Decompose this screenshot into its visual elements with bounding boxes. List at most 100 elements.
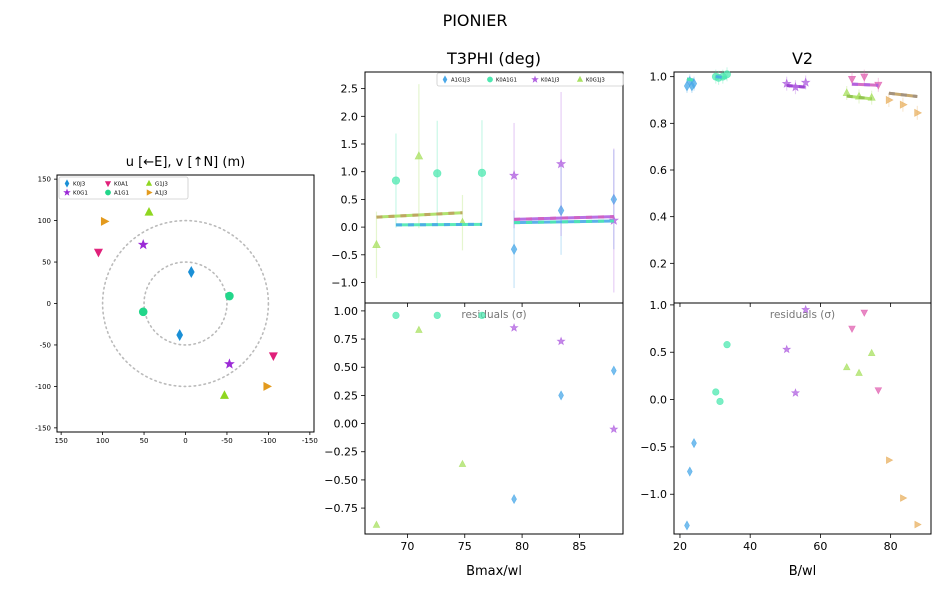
t3phi-ytick-label-5: 1.5: [341, 138, 359, 151]
v2_res-ytick-label-2: 0.0: [650, 394, 668, 407]
v2-residuals-label: residuals (σ): [770, 309, 835, 321]
t3phi-res-point-K0G1J3-2: [458, 459, 467, 467]
v2-ytick-label-2: 0.6: [650, 164, 668, 177]
t3phi-model-dash-3: [514, 215, 614, 221]
t3phi-res-point-K0G1J3-0: [372, 520, 381, 528]
t3phi-res-point-K0G1J3-1: [415, 325, 423, 333]
t3phi-model-dash-2: [514, 219, 614, 225]
figure-title: PIONIER: [443, 11, 508, 30]
v2-model-dash-2: [786, 84, 806, 89]
t3phi-point-A1G1J3-2: [610, 193, 618, 206]
charts-group: 150 100 50 0 -50 -100 -150150100500-50-100-150…: [35, 49, 932, 579]
v2-model-dash-4: [846, 94, 872, 101]
uv-legend-marker-4: [145, 179, 153, 186]
t3phi_res-ytick-label-0: −0.75: [324, 502, 358, 515]
v2_res-frame: [673, 302, 932, 535]
t3phi_res-xtick-label-3: 85: [572, 540, 586, 553]
uv-legend-label-3: A1G1: [114, 190, 129, 196]
uv-ytick-label-6: -150: [35, 424, 51, 432]
v2-res-point-K0G1-2: [801, 304, 811, 314]
v2-residuals-plot: 20 40 60 80 −1.0 −0.5 0.0 0.5 1.0 residuals (σ) B/…: [640, 299, 932, 579]
v2-res-point-K0J3-0: [684, 520, 690, 531]
t3phi-point-K0A1J3-0: [508, 170, 520, 180]
uv-frame: [56, 174, 315, 433]
uv-ytick-label-2: 50: [42, 259, 51, 267]
t3phi-frame: [364, 71, 624, 304]
v2-res-point-A1G1-1: [716, 397, 724, 406]
t3phi_res-ytick-label-3: 0.00: [334, 418, 359, 431]
t3phi-ytick-label-1: −0.5: [331, 249, 358, 262]
t3phi-res-point-K0A1G1-0: [392, 311, 400, 319]
v2-frame: [673, 71, 932, 304]
v2-res-point-A1J3-2: [914, 520, 922, 529]
v2-res-point-A1J3-0: [886, 456, 894, 464]
t3phi-legend-label-2: K0A1J3: [541, 77, 559, 83]
t3phi_res-ytick-label-6: 0.75: [334, 333, 359, 346]
uv-legend-marker-5: [146, 189, 153, 196]
uv-point-K0A1-0: [93, 248, 103, 258]
t3phi_res-xtick-label-1: 75: [458, 540, 472, 553]
v2-res-point-A1J3-1: [900, 494, 908, 502]
t3phi_res-ytick-label-2: −0.25: [324, 446, 358, 459]
t3phi_res-xtick-label-2: 80: [515, 540, 529, 553]
uv-point-K0A1-1: [268, 352, 278, 361]
v2_res-ytick-label-1: −0.5: [640, 441, 667, 454]
uv-legend-marker-1: [63, 188, 71, 196]
t3phi-ytick-label-4: 1.0: [341, 166, 359, 179]
v2-xlabel: B/wl: [789, 564, 817, 579]
v2-model-dash-0: [686, 77, 695, 82]
uv-ytick-label-1: 100: [38, 217, 51, 225]
t3phi_res-ytick-label-1: −0.50: [324, 474, 358, 487]
t3phi-res-point-K0A1G1-2: [478, 311, 486, 319]
uv-ytick-label-5: -100: [35, 383, 51, 391]
uv-legend-label-1: K0G1: [73, 190, 88, 196]
t3phi-point-A1G1J3-1: [557, 204, 565, 217]
t3phi-residuals-label: residuals (σ): [461, 309, 526, 321]
t3phi-point-K0A1J3-1: [555, 158, 567, 169]
v2-res-point-K0J3-2: [691, 438, 697, 449]
v2_res-xtick-label-1: 40: [743, 540, 757, 553]
t3phi-legend-marker-0: [442, 75, 448, 84]
t3phi-res-point-A1G1J3-0: [511, 493, 517, 505]
t3phi-legend-marker-1: [487, 76, 493, 83]
v2-title: V2: [792, 49, 813, 68]
uv-xtick-label-4: -50: [221, 437, 232, 445]
uv-legend-marker-3: [105, 189, 111, 196]
uv-legend-label-0: K0J3: [73, 181, 86, 187]
t3phi-point-K0A1G1-1: [433, 169, 442, 178]
t3phi-ytick-label-3: 0.5: [341, 193, 359, 206]
t3phi_res-xtick-label-0: 70: [400, 540, 414, 553]
v2_res-ytick-label-0: −1.0: [640, 488, 667, 501]
uv-point-A1J3-1: [263, 381, 272, 391]
t3phi-xlabel: Bmax/wl: [466, 564, 522, 579]
t3phi-model-dash-0: [395, 222, 482, 227]
uv-ytick-label-0: 150: [38, 176, 51, 184]
t3phi-legend-marker-3: [576, 75, 584, 82]
t3phi_res-ytick-label-5: 0.50: [334, 361, 359, 374]
v2-point-A1J3-2: [914, 108, 923, 117]
v2-res-point-K0A1-0: [848, 325, 856, 334]
uv-xtick-label-6: -150: [302, 437, 318, 445]
t3phi-res-point-A1G1J3-1: [558, 390, 564, 401]
uv-xtick-label-2: 50: [140, 437, 149, 445]
t3phi-res-point-A1G1J3-2: [611, 365, 617, 376]
t3phi-ytick-label-6: 2.0: [341, 110, 359, 123]
v2-plot: 0.2 0.4 0.6 0.8 1.0 V2: [650, 49, 932, 307]
uv-legend-marker-2: [104, 181, 112, 188]
uv-point-K0J3-0: [187, 265, 195, 279]
v2-res-point-G1J3-2: [867, 348, 876, 356]
uv-ring-0: [143, 261, 228, 346]
v2-res-point-K0A1-2: [874, 387, 883, 395]
t3phi-legend-label-0: A1G1J3: [451, 77, 470, 83]
uv-xtick-label-5: -100: [260, 437, 276, 445]
t3phi-point-K0A1G1-2: [477, 168, 487, 177]
v2-res-point-A1G1-0: [712, 388, 720, 396]
v2-res-point-K0J3-1: [686, 466, 693, 477]
t3phi-point-K0G1J3-0: [372, 239, 381, 248]
t3phi_res-ytick-label-7: 1.00: [334, 305, 359, 318]
v2-ytick-label-0: 0.2: [650, 257, 668, 270]
uv-point-A1G1-0: [225, 291, 234, 301]
v2-point-A1G1-3: [723, 70, 731, 79]
t3phi-ytick-label-7: 2.5: [341, 83, 359, 96]
t3phi-ytick-label-0: −1.0: [331, 276, 358, 289]
